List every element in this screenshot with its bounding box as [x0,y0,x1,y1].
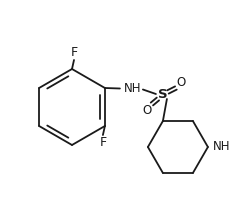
Text: F: F [99,136,107,150]
Text: F: F [70,46,78,60]
Text: S: S [158,88,168,101]
Text: NH: NH [213,141,231,154]
Text: O: O [176,76,186,90]
Text: O: O [142,104,152,117]
Text: NH: NH [124,83,142,95]
